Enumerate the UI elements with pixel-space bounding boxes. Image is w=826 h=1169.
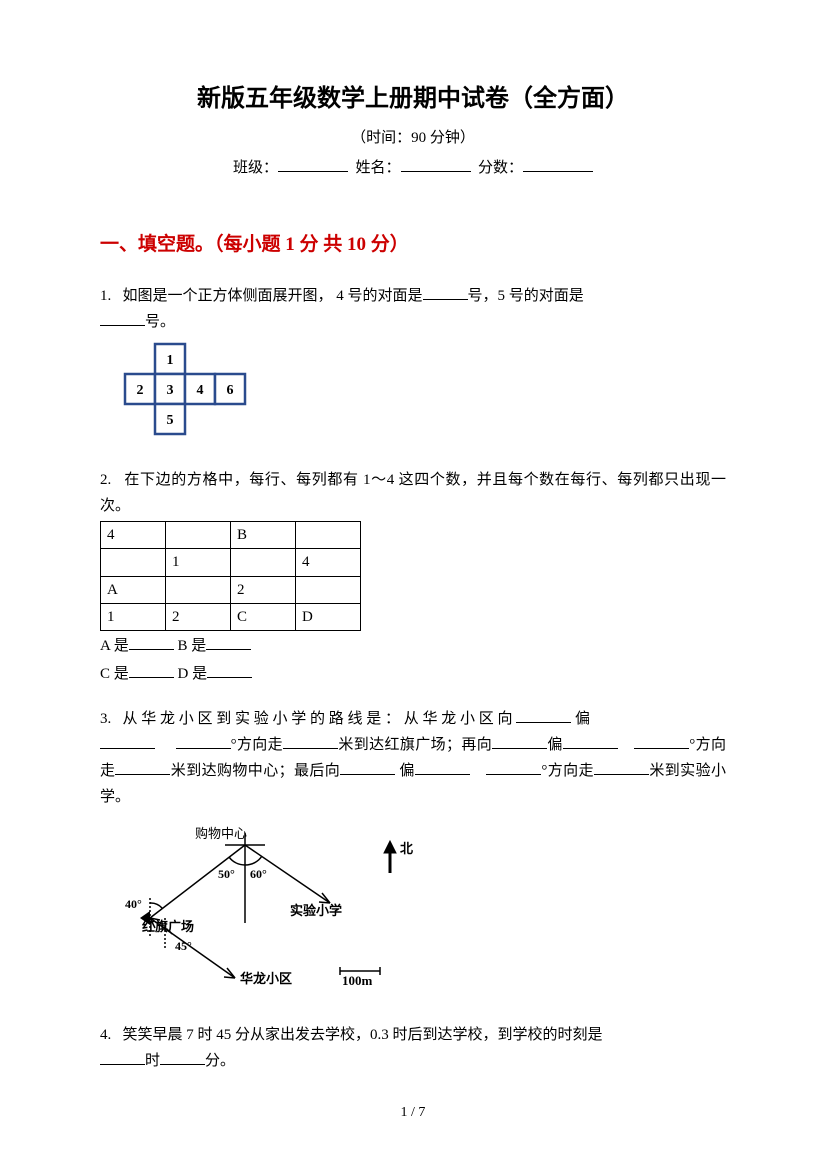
grid-cell: C [231,603,296,630]
ans-b-blank [206,635,251,650]
q2-num: 2. [100,472,111,488]
q3-p3: °方向走 [231,737,283,753]
q2-text: 在下边的方格中，每行、每列都有 1～4 这四个数，并且每个数在每行、每列都只出现… [100,472,726,514]
map-angle-50: 50° [218,867,235,881]
map-label-shiyan: 实验小学 [290,903,342,918]
ans-a-blank [129,635,174,650]
map-label-north: 北 [400,841,413,856]
q3-blank [100,734,155,749]
q4-text-a: 笑笑早晨 7 时 45 分从家出发去学校，0.3 时后到达学校，到学校的时刻是 [123,1027,603,1043]
ans-d-label: D 是 [178,666,208,682]
page-title: 新版五年级数学上册期中试卷（全方面） [100,80,726,118]
q2-grid: 4 B 1 4 A 2 1 2 C D [100,521,361,631]
grid-cell [296,576,361,603]
q4-blank-1 [100,1050,145,1065]
map-angle-45: 45° [175,939,192,953]
q3-blank [115,760,170,775]
map-label-shopping: 购物中心 [195,826,247,841]
score-label: 分数： [478,160,523,176]
grid-cell: D [296,603,361,630]
table-row: 1 4 [101,549,361,576]
question-1: 1. 如图是一个正方体侧面展开图， 4 号的对面是 号，5 号的对面是 号。 1 … [100,283,726,449]
ans-c-blank [129,663,174,678]
table-row: A 2 [101,576,361,603]
page-footer: 1 / 7 [0,1102,826,1124]
q4-text-c: 分。 [205,1053,235,1069]
map-diagram: 购物中心 红旗广场 华龙小区 实验小学 北 100m 50° 60° 40° 4… [110,823,726,1002]
grid-cell: 1 [101,603,166,630]
q3-p2: 偏 [575,711,590,727]
ans-b-label: B 是 [178,638,207,654]
cube-net-diagram: 1 2 3 4 6 5 [120,339,726,448]
ans-a-label: A 是 [100,638,129,654]
grid-cell: 4 [101,522,166,549]
q3-p4: 米到达红旗广场；再向 [338,737,492,753]
q1-blank-2 [100,311,145,326]
q3-blank [492,734,547,749]
grid-cell: 1 [166,549,231,576]
net-cell-5: 5 [167,413,174,428]
subtitle: （时间：90 分钟） [100,126,726,150]
class-label: 班级： [233,160,278,176]
ans-c-label: C 是 [100,666,129,682]
grid-cell: B [231,522,296,549]
question-3: 3. 从 华 龙 小 区 到 实 验 小 学 的 路 线 是 ： 从 华 龙 小… [100,706,726,1002]
q2-answers-2: C 是 D 是 [100,661,726,687]
q3-blank [486,760,541,775]
net-cell-4: 4 [197,383,204,398]
score-blank [523,157,593,172]
grid-cell [231,549,296,576]
q3-p1: 从 华 龙 小 区 到 实 验 小 学 的 路 线 是 ： 从 华 龙 小 区 … [123,711,513,727]
table-row: 4 B [101,522,361,549]
q3-blank [563,734,618,749]
q4-blank-2 [160,1050,205,1065]
net-cell-6: 6 [227,383,234,398]
grid-cell [166,576,231,603]
map-label-scale: 100m [342,973,373,988]
net-cell-2: 2 [137,383,144,398]
q1-num: 1. [100,288,111,304]
info-line: 班级： 姓名： 分数： [100,156,726,180]
q3-blank [516,708,571,723]
q3-num: 3. [100,711,111,727]
q4-num: 4. [100,1027,111,1043]
q4-text-b: 时 [145,1053,160,1069]
net-cell-1: 1 [167,353,174,368]
q1-text-b: 号，5 号的对面是 [468,288,584,304]
q3-blank [415,760,470,775]
grid-cell: 2 [166,603,231,630]
ans-d-blank [207,663,252,678]
grid-cell [101,549,166,576]
q3-p8: 偏 [399,763,414,779]
grid-cell: 4 [296,549,361,576]
name-label: 姓名： [355,160,400,176]
section-1-header: 一、填空题。（每小题 1 分 共 10 分） [100,230,726,260]
q3-blank [634,734,689,749]
grid-cell: 2 [231,576,296,603]
table-row: 1 2 C D [101,603,361,630]
q3-p9: °方向走 [541,763,594,779]
question-2: 2. 在下边的方格中，每行、每列都有 1～4 这四个数，并且每个数在每行、每列都… [100,467,726,688]
class-blank [278,157,348,172]
map-label-hualong: 华龙小区 [240,971,292,986]
name-blank [401,157,471,172]
q3-blank [340,760,395,775]
q3-blank [283,734,338,749]
net-cell-3: 3 [167,383,174,398]
q1-text-c: 号。 [145,314,175,330]
grid-cell [296,522,361,549]
q2-answers-1: A 是 B 是 [100,633,726,659]
question-4: 4. 笑笑早晨 7 时 45 分从家出发去学校，0.3 时后到达学校，到学校的时… [100,1022,726,1075]
q3-blank [594,760,649,775]
q1-blank-1 [423,285,468,300]
q3-blank [176,734,231,749]
map-angle-40: 40° [125,897,142,911]
grid-cell [166,522,231,549]
q1-text-a: 如图是一个正方体侧面展开图， 4 号的对面是 [123,288,423,304]
q3-p7: 米到达购物中心；最后向 [170,763,340,779]
map-angle-60: 60° [250,867,267,881]
grid-cell: A [101,576,166,603]
q3-p5: 偏 [547,737,563,753]
